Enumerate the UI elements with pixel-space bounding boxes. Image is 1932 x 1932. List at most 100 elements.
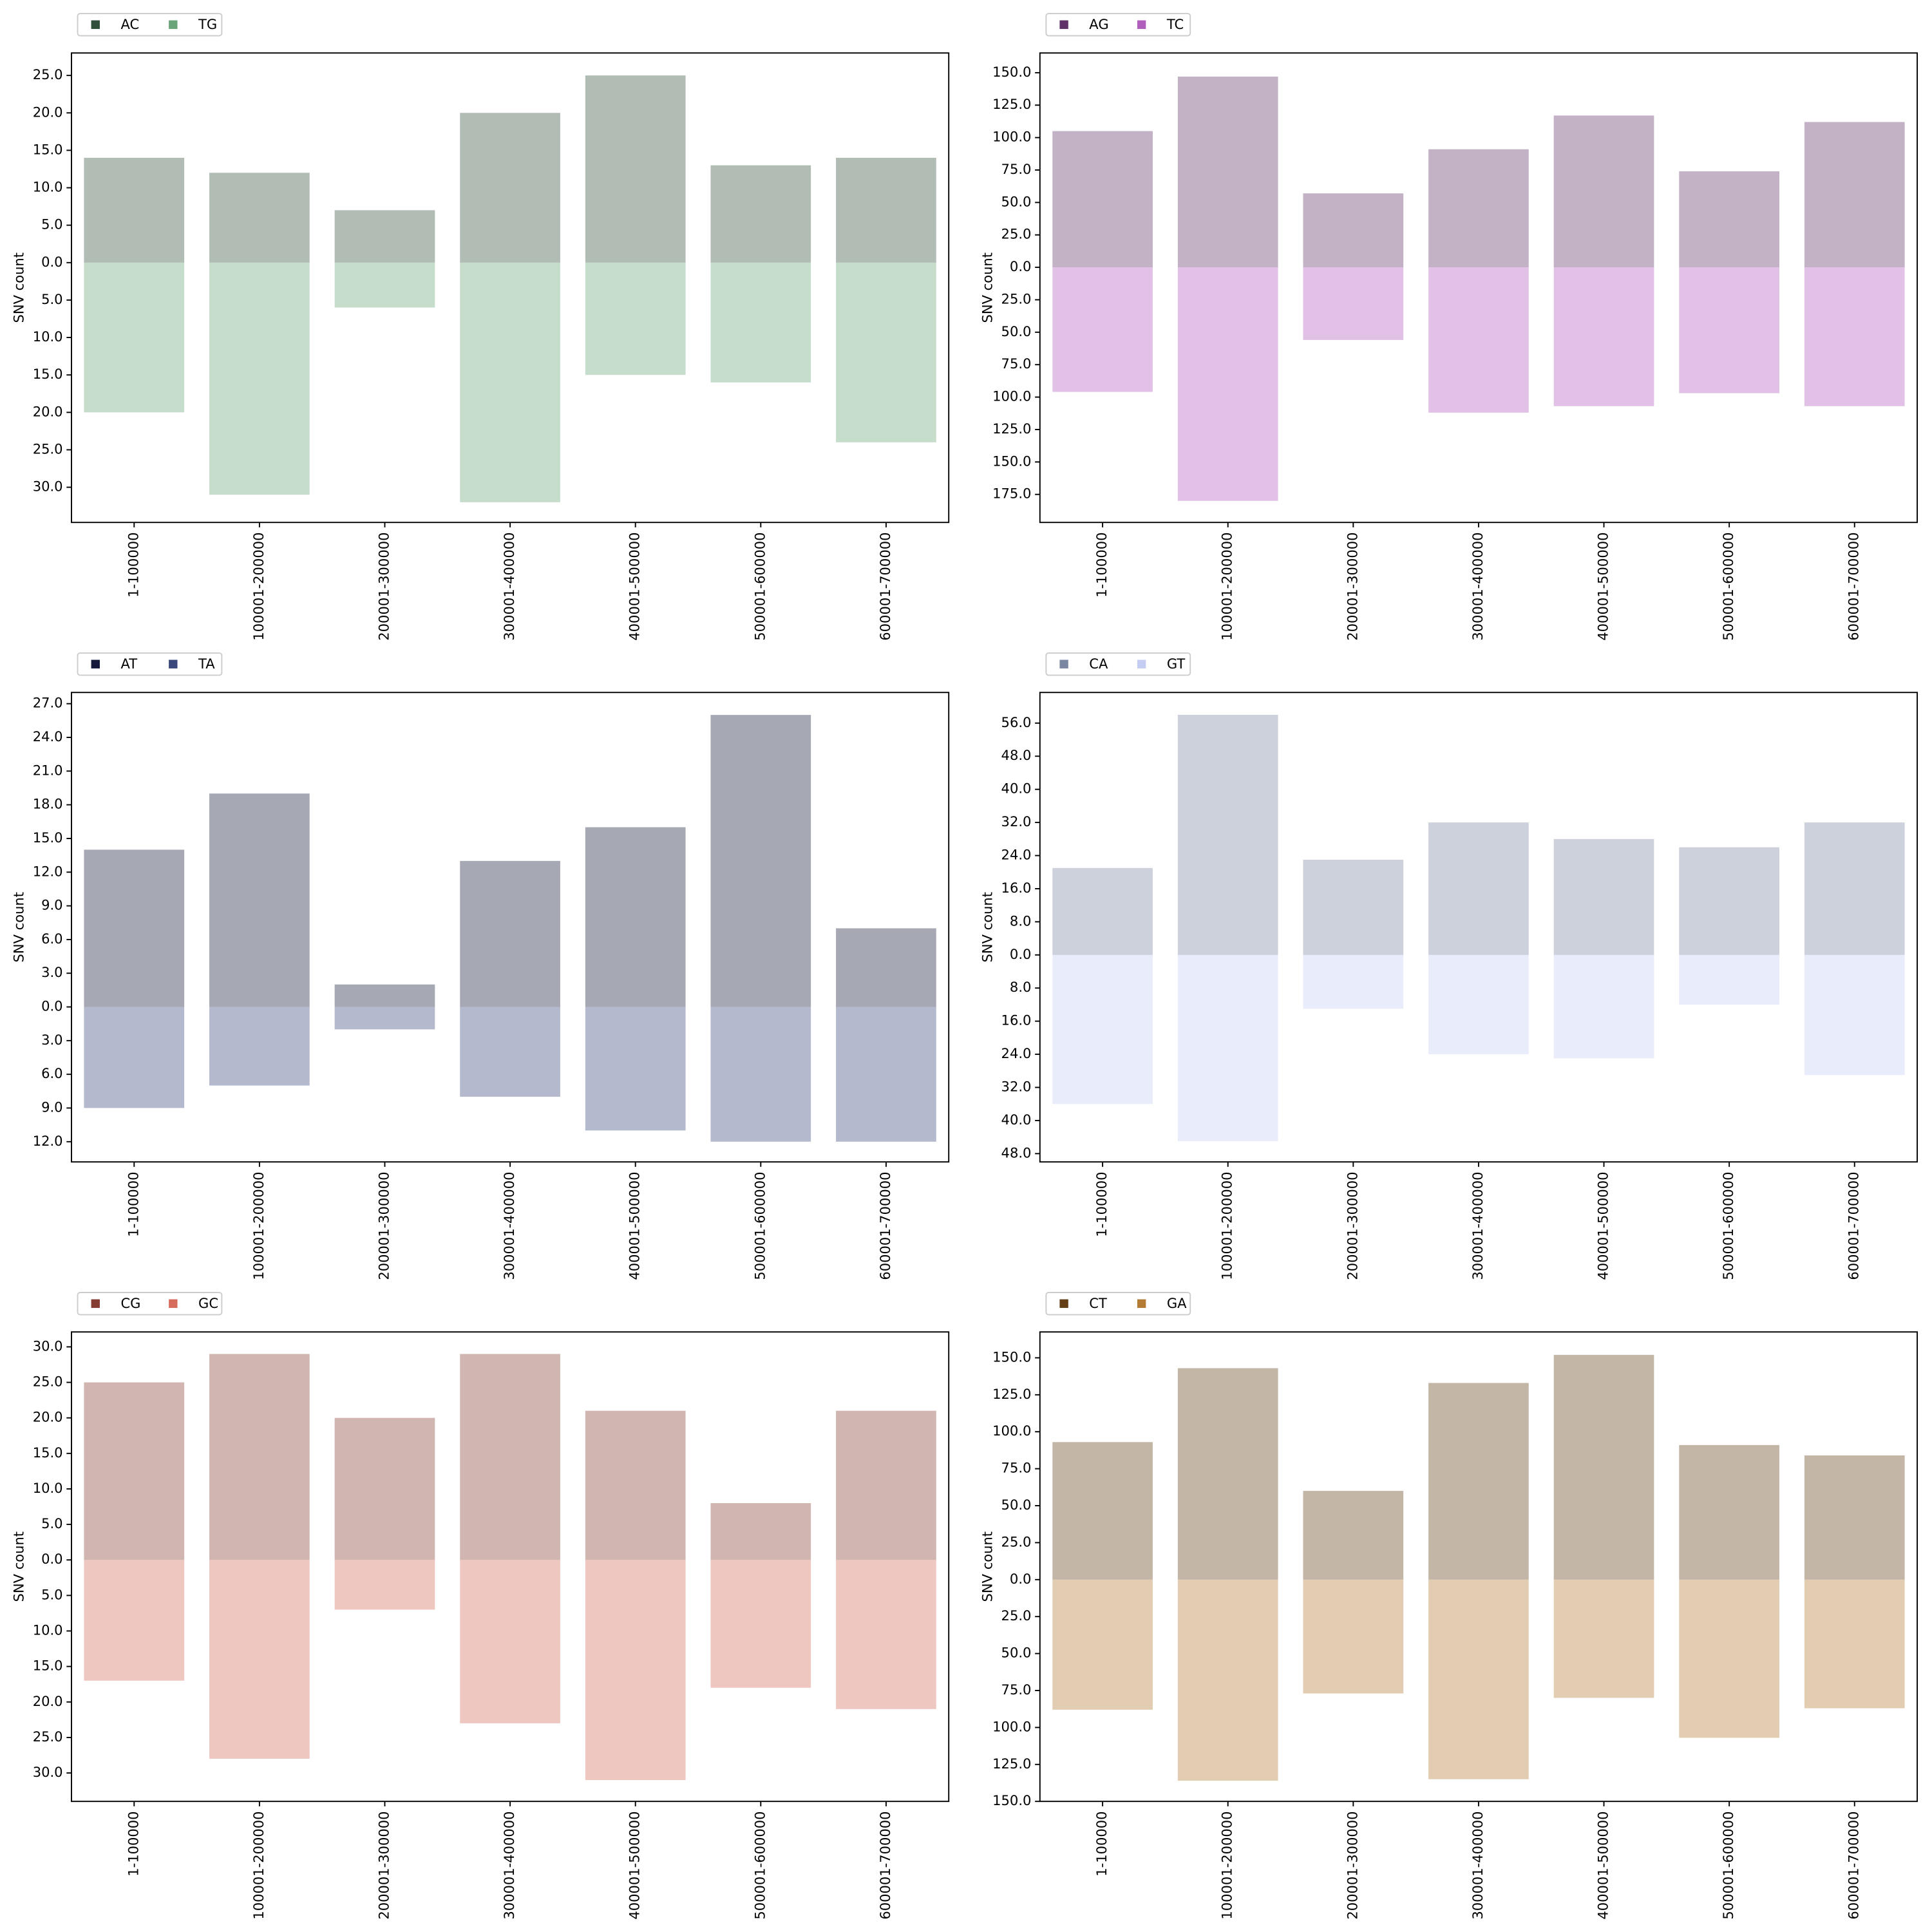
y-tick-label: 50.0 bbox=[1001, 1645, 1032, 1661]
bar bbox=[1804, 954, 1905, 1075]
y-tick-label: 6.0 bbox=[41, 1065, 62, 1081]
y-axis-label: SNV count bbox=[11, 252, 27, 323]
bar bbox=[460, 1560, 560, 1723]
bar bbox=[1679, 1579, 1779, 1738]
y-axis-label: SNV count bbox=[979, 892, 995, 962]
x-tick-label: 400001-500000 bbox=[627, 1812, 643, 1920]
y-tick-label: 50.0 bbox=[1001, 193, 1032, 209]
y-tick-label: 5.0 bbox=[41, 1586, 62, 1602]
y-tick-label: 20.0 bbox=[33, 1693, 63, 1709]
bar bbox=[710, 715, 811, 1007]
y-tick-label: 56.0 bbox=[1001, 714, 1032, 730]
legend-box bbox=[77, 1292, 223, 1316]
legend-box bbox=[1045, 13, 1191, 37]
y-tick-label: 0.0 bbox=[41, 1551, 62, 1567]
y-tick-label: 15.0 bbox=[33, 1658, 63, 1674]
legend-label: AC bbox=[120, 16, 139, 32]
y-tick-label: 8.0 bbox=[1010, 979, 1031, 995]
y-tick-label: 75.0 bbox=[1001, 161, 1032, 177]
y-tick-label: 6.0 bbox=[41, 931, 62, 947]
bar bbox=[209, 793, 310, 1007]
y-tick-label: 100.0 bbox=[992, 129, 1031, 145]
y-tick-label: 3.0 bbox=[41, 1032, 62, 1048]
y-tick-label: 15.0 bbox=[33, 1444, 63, 1461]
bar bbox=[836, 928, 936, 1007]
legend-marker bbox=[91, 659, 100, 668]
bar bbox=[84, 1560, 185, 1681]
x-tick-label: 100001-200000 bbox=[251, 1172, 267, 1280]
bar bbox=[1428, 954, 1529, 1055]
x-tick-label: 1-100000 bbox=[1094, 1812, 1110, 1877]
bar bbox=[1804, 822, 1905, 955]
legend-marker bbox=[1059, 659, 1068, 668]
panel: 56.0 48.0 40.0 32.0 24.0 16.0 8.0 0.0 8.0 16.0 24.… bbox=[979, 652, 1918, 1280]
y-axis-label: SNV count bbox=[979, 1531, 995, 1602]
x-tick-label: 300001-400000 bbox=[501, 1812, 517, 1920]
legend-marker bbox=[1059, 1299, 1068, 1308]
y-tick-label: 150.0 bbox=[992, 453, 1031, 469]
legend-marker bbox=[1137, 1299, 1146, 1308]
y-tick-label: 9.0 bbox=[41, 1099, 62, 1115]
x-tick-label: 300001-400000 bbox=[501, 1172, 517, 1280]
y-tick-label: 20.0 bbox=[33, 403, 63, 419]
y-tick-label: 0.0 bbox=[41, 998, 62, 1014]
x-tick-label: 600001-700000 bbox=[1846, 533, 1862, 641]
y-tick-label: 50.0 bbox=[1001, 323, 1032, 339]
bar bbox=[1177, 76, 1278, 268]
y-tick-label: 25.0 bbox=[33, 440, 63, 457]
bar bbox=[710, 1560, 811, 1688]
bar bbox=[334, 262, 435, 308]
y-tick-label: 15.0 bbox=[33, 141, 63, 157]
legend-marker bbox=[1137, 20, 1146, 29]
x-tick-label: 600001-700000 bbox=[1846, 1172, 1862, 1280]
y-tick-label: 48.0 bbox=[1001, 747, 1032, 763]
bar bbox=[585, 1410, 686, 1560]
x-tick-label: 300001-400000 bbox=[1470, 1812, 1486, 1920]
legend-label: TC bbox=[1166, 16, 1184, 32]
bar bbox=[209, 173, 310, 263]
bar bbox=[1303, 1491, 1404, 1580]
x-tick-label: 400001-500000 bbox=[627, 1172, 643, 1280]
y-tick-label: 10.0 bbox=[33, 1480, 63, 1496]
bar bbox=[1804, 1579, 1905, 1709]
y-tick-label: 20.0 bbox=[33, 104, 63, 120]
bar bbox=[209, 1354, 310, 1560]
legend-label: GT bbox=[1167, 656, 1186, 672]
bar bbox=[1303, 1579, 1404, 1694]
bar bbox=[209, 262, 310, 495]
bar bbox=[1679, 171, 1779, 268]
legend-box bbox=[77, 13, 223, 37]
legend-marker bbox=[169, 20, 178, 29]
bar bbox=[1804, 122, 1905, 268]
bar bbox=[836, 1410, 936, 1560]
y-tick-label: 24.0 bbox=[33, 728, 63, 744]
legend-label: CT bbox=[1089, 1295, 1107, 1311]
y-tick-label: 27.0 bbox=[33, 695, 63, 711]
y-tick-label: 40.0 bbox=[1001, 781, 1032, 797]
bar bbox=[334, 1007, 435, 1030]
y-tick-label: 0.0 bbox=[1010, 1571, 1031, 1587]
bar bbox=[1303, 267, 1404, 340]
y-tick-label: 30.0 bbox=[33, 1338, 63, 1354]
y-tick-label: 18.0 bbox=[33, 796, 63, 812]
x-tick-label: 100001-200000 bbox=[1219, 533, 1235, 641]
bar bbox=[1553, 267, 1654, 406]
y-tick-label: 25.0 bbox=[1001, 290, 1032, 307]
bar bbox=[460, 860, 560, 1007]
x-tick-label: 600001-700000 bbox=[1846, 1812, 1862, 1920]
legend-label: CG bbox=[120, 1295, 140, 1311]
bar bbox=[585, 262, 686, 375]
y-tick-label: 25.0 bbox=[1001, 1533, 1032, 1549]
legend-label: CA bbox=[1089, 656, 1108, 672]
bar bbox=[1052, 1442, 1153, 1580]
x-tick-label: 100001-200000 bbox=[1219, 1812, 1235, 1920]
x-tick-label: 200001-300000 bbox=[375, 533, 392, 641]
y-tick-label: 5.0 bbox=[41, 291, 62, 307]
legend-label: GC bbox=[198, 1295, 218, 1311]
bar bbox=[84, 158, 185, 263]
y-tick-label: 25.0 bbox=[33, 66, 63, 82]
x-tick-label: 400001-500000 bbox=[1595, 533, 1611, 641]
y-tick-label: 8.0 bbox=[1010, 913, 1031, 929]
bar bbox=[1679, 267, 1779, 393]
y-tick-label: 25.0 bbox=[33, 1374, 63, 1390]
